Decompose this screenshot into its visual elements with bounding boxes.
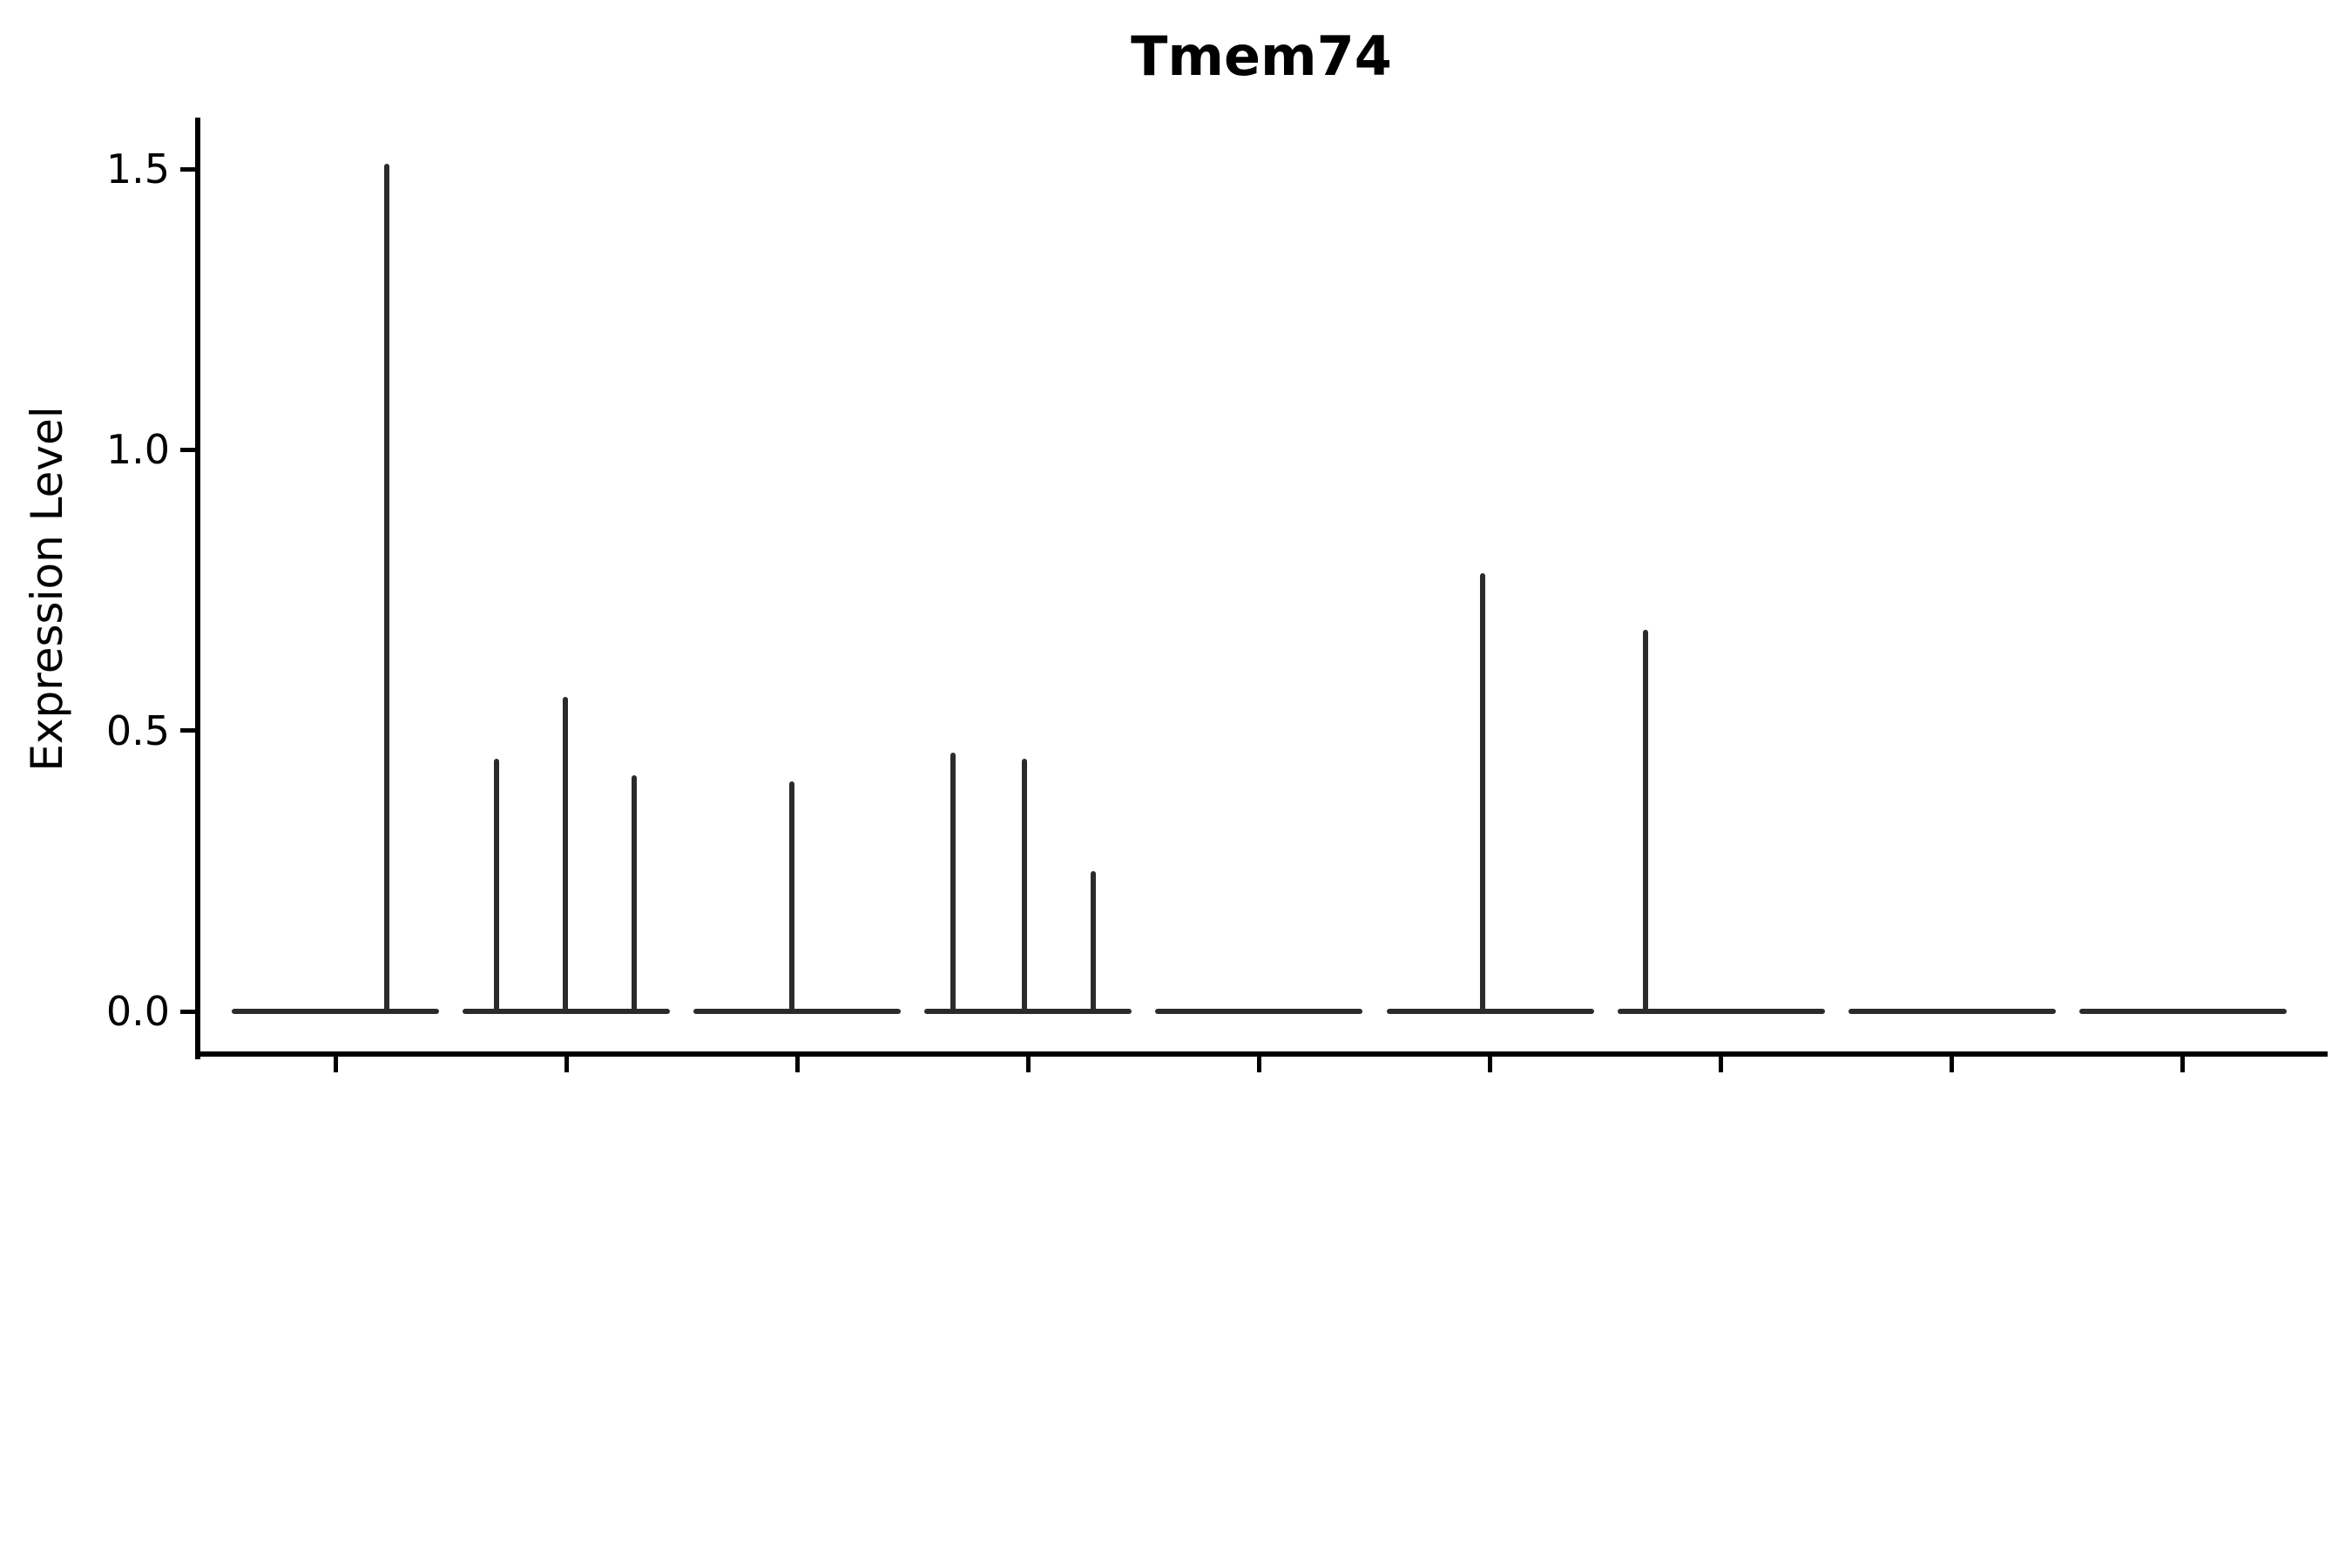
violin-baseline (2078, 1009, 2287, 1014)
x-tick-mark (1488, 1054, 1492, 1072)
violin-baseline (1848, 1009, 2056, 1014)
y-tick-mark (180, 166, 198, 172)
violin-baseline (1386, 1009, 1594, 1014)
violin-spike (1091, 870, 1097, 1014)
chart-title: Tmem74 (1131, 24, 1392, 88)
x-tick-mark (333, 1054, 338, 1072)
violin-spike (632, 775, 638, 1014)
x-tick-mark (794, 1054, 800, 1072)
violin-spike (1022, 758, 1028, 1014)
violin-spike (494, 758, 500, 1014)
x-tick-mark (2180, 1054, 2186, 1072)
violin-spike (789, 781, 795, 1014)
violin-baseline (232, 1009, 439, 1014)
x-tick-mark (1025, 1054, 1031, 1072)
violin-spike (950, 753, 956, 1014)
x-tick-mark (1256, 1054, 1261, 1072)
y-tick-label: 1.5 (105, 145, 170, 193)
x-axis-spine (195, 1051, 2328, 1057)
violin-spike (384, 163, 389, 1014)
y-axis-spine (195, 118, 200, 1059)
x-tick-mark (1719, 1054, 1724, 1072)
y-tick-mark (180, 728, 198, 733)
y-tick-label: 1.0 (105, 426, 170, 474)
violin-baseline (693, 1009, 902, 1014)
y-tick-mark (180, 447, 198, 452)
y-tick-mark (180, 1009, 198, 1014)
violin-spike (563, 697, 569, 1014)
violin-spike (1642, 629, 1648, 1014)
y-axis-title: Expression Level (22, 406, 72, 772)
y-tick-label: 0.0 (105, 988, 170, 1035)
y-tick-label: 0.5 (105, 706, 170, 754)
violin-baseline (1617, 1009, 1825, 1014)
violin-baseline (924, 1009, 1132, 1014)
x-tick-mark (1950, 1054, 1955, 1072)
x-tick-mark (564, 1054, 569, 1072)
violin-baseline (1155, 1009, 1363, 1014)
violin-spike (1479, 573, 1485, 1014)
